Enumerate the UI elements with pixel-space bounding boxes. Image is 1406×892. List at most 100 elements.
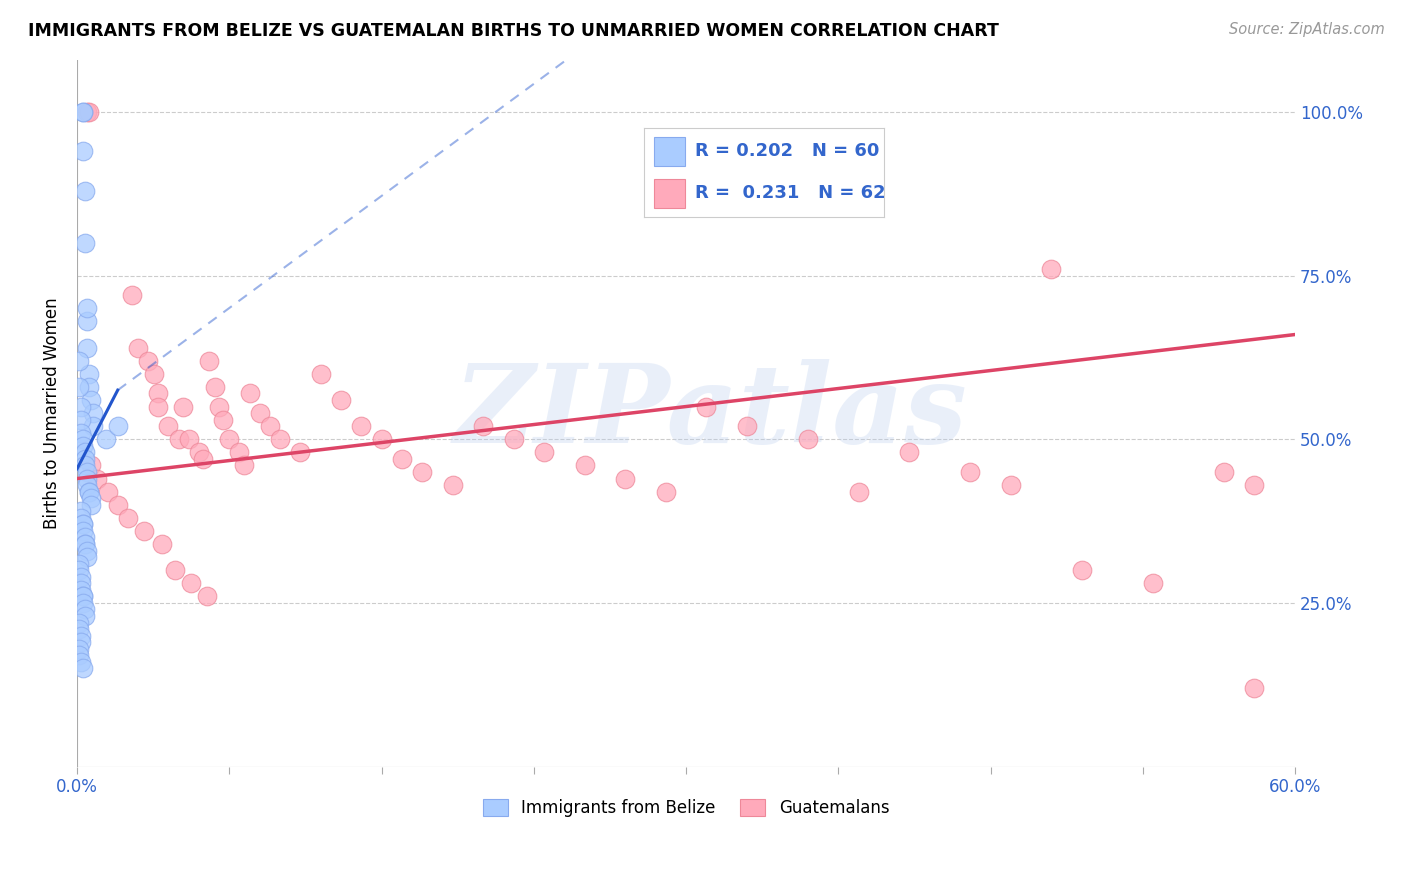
Text: IMMIGRANTS FROM BELIZE VS GUATEMALAN BIRTHS TO UNMARRIED WOMEN CORRELATION CHART: IMMIGRANTS FROM BELIZE VS GUATEMALAN BIR…: [28, 22, 1000, 40]
Point: [67, 353, 90, 368]
Point: [80, 491, 103, 505]
Point: [77, 367, 100, 381]
Point: [117, 511, 139, 525]
Point: [1000, 478, 1022, 492]
Point: [76, 341, 98, 355]
Bar: [654, 178, 685, 208]
Point: [76, 301, 98, 316]
Point: [67, 557, 90, 571]
Text: ZIPatlas: ZIPatlas: [454, 359, 967, 467]
Point: [411, 465, 433, 479]
Point: [75, 458, 97, 473]
Point: [70, 635, 93, 649]
Point: [75, 235, 97, 250]
Point: [72, 590, 94, 604]
Point: [76, 543, 98, 558]
Point: [70, 511, 93, 525]
Point: [72, 517, 94, 532]
Point: [70, 576, 93, 591]
Text: R = 0.202   N = 60: R = 0.202 N = 60: [695, 142, 879, 160]
Point: [191, 451, 214, 466]
Point: [75, 609, 97, 624]
Point: [86, 471, 108, 485]
Point: [391, 451, 413, 466]
Point: [195, 590, 218, 604]
Point: [77, 105, 100, 120]
Point: [70, 400, 93, 414]
Point: [330, 392, 353, 407]
Point: [76, 550, 98, 565]
Point: [127, 341, 149, 355]
Point: [80, 392, 103, 407]
Point: [72, 105, 94, 120]
Point: [898, 445, 921, 459]
Point: [187, 445, 209, 459]
Point: [472, 419, 495, 434]
Point: [70, 570, 93, 584]
Point: [218, 432, 240, 446]
Point: [75, 451, 97, 466]
Point: [77, 484, 100, 499]
Point: [136, 353, 159, 368]
Point: [72, 145, 94, 159]
Point: [76, 471, 98, 485]
Point: [107, 498, 129, 512]
Point: [1213, 465, 1236, 479]
Point: [70, 629, 93, 643]
Point: [148, 386, 170, 401]
Point: [67, 615, 90, 630]
Point: [67, 641, 90, 656]
Point: [695, 400, 717, 414]
Point: [574, 458, 596, 473]
Point: [848, 484, 870, 499]
Point: [72, 596, 94, 610]
Bar: [654, 136, 685, 166]
Point: [290, 445, 312, 459]
Point: [212, 412, 235, 426]
Point: [107, 419, 129, 434]
Point: [148, 400, 170, 414]
Point: [1243, 681, 1265, 695]
Point: [121, 288, 143, 302]
Point: [177, 432, 200, 446]
Point: [735, 419, 758, 434]
Point: [75, 537, 97, 551]
Point: [1142, 576, 1164, 591]
Point: [72, 432, 94, 446]
Point: [208, 400, 231, 414]
Point: [75, 531, 97, 545]
Point: [72, 439, 94, 453]
Point: [75, 184, 97, 198]
Point: [75, 445, 97, 459]
Point: [67, 622, 90, 636]
Point: [80, 458, 103, 473]
Point: [72, 105, 94, 120]
Point: [75, 537, 97, 551]
Point: [269, 432, 291, 446]
Point: [67, 380, 90, 394]
Point: [77, 380, 100, 394]
Point: [232, 458, 254, 473]
Point: [180, 576, 202, 591]
Point: [157, 419, 180, 434]
Point: [70, 582, 93, 597]
Point: [614, 471, 637, 485]
Point: [75, 602, 97, 616]
Point: [1070, 563, 1092, 577]
Point: [67, 648, 90, 663]
Text: R =  0.231   N = 62: R = 0.231 N = 62: [695, 184, 886, 202]
Point: [76, 478, 98, 492]
Point: [132, 524, 155, 538]
Point: [239, 386, 262, 401]
Y-axis label: Births to Unmarried Women: Births to Unmarried Women: [44, 297, 60, 529]
Point: [309, 367, 332, 381]
Point: [143, 367, 166, 381]
Point: [70, 655, 93, 669]
Point: [76, 465, 98, 479]
Point: [797, 432, 820, 446]
Point: [249, 406, 271, 420]
Point: [82, 419, 104, 434]
Point: [533, 445, 555, 459]
Point: [167, 432, 190, 446]
Point: [163, 563, 186, 577]
